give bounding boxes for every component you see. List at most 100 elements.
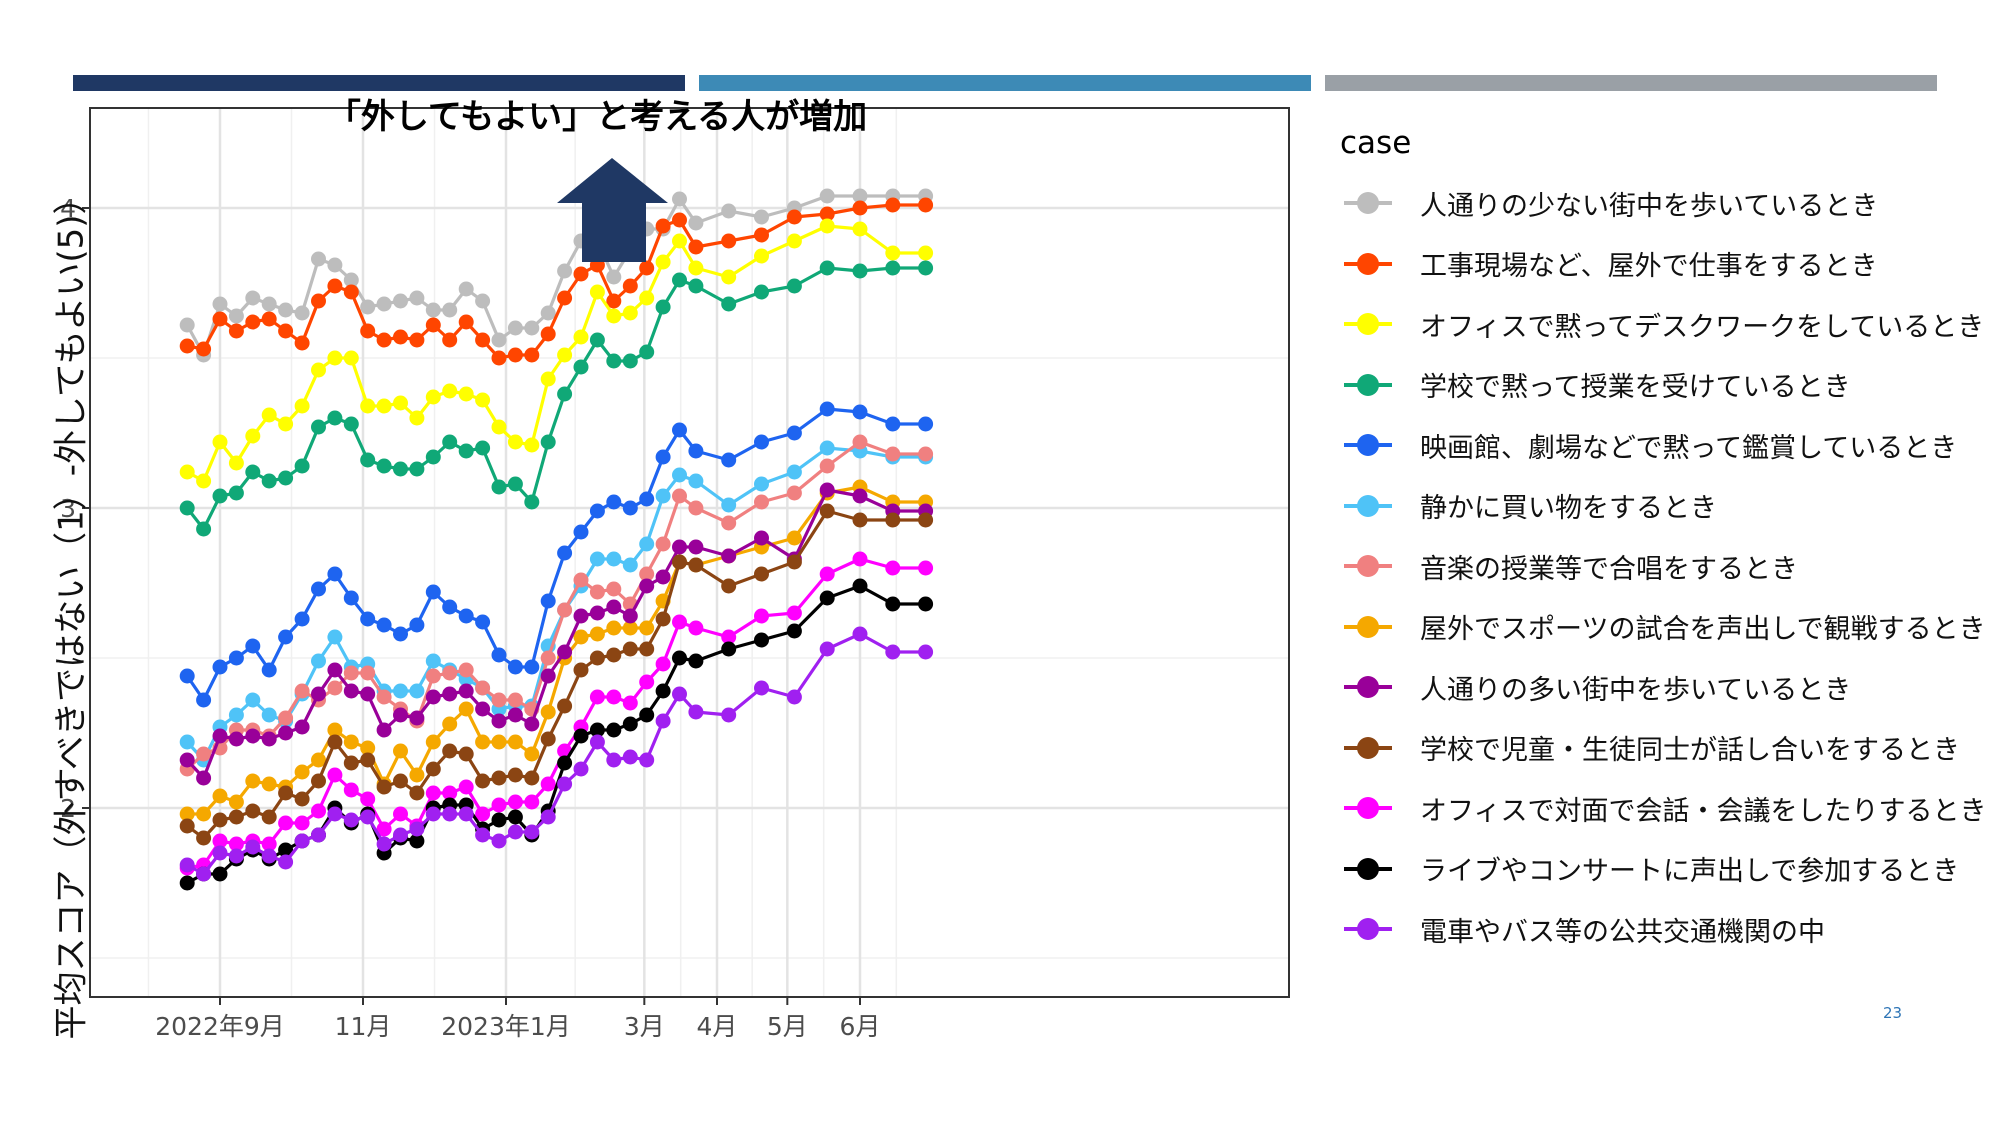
data-point	[573, 266, 589, 282]
data-point	[343, 350, 359, 366]
data-point	[918, 416, 934, 432]
data-point	[606, 581, 622, 597]
data-point	[196, 806, 212, 822]
data-point	[672, 554, 687, 570]
data-point	[393, 683, 408, 699]
data-point	[442, 434, 458, 450]
data-point	[754, 494, 769, 510]
legend-item: 音楽の授業等で合唱をするとき	[1340, 536, 1986, 597]
data-point	[524, 659, 540, 675]
data-point	[196, 866, 212, 882]
data-point	[721, 515, 737, 531]
data-point	[622, 305, 638, 321]
series-3	[179, 218, 934, 489]
data-point	[376, 689, 392, 705]
header-band-blue	[699, 75, 1311, 91]
data-point	[507, 734, 523, 750]
data-point	[376, 779, 392, 795]
data-point	[491, 419, 507, 435]
data-point	[622, 716, 638, 732]
series-2	[179, 197, 934, 366]
data-point	[573, 662, 589, 678]
data-point	[278, 323, 294, 339]
data-point	[688, 278, 704, 294]
data-point	[458, 386, 474, 402]
data-point	[343, 782, 359, 798]
data-point	[343, 812, 359, 828]
data-point	[294, 833, 310, 849]
data-point	[311, 362, 326, 378]
data-point	[311, 581, 326, 597]
series-4	[179, 260, 934, 537]
legend-key-icon	[1340, 249, 1396, 279]
data-point	[589, 551, 605, 567]
data-point	[589, 689, 605, 705]
data-point	[179, 500, 195, 516]
legend-title: case	[1340, 125, 1412, 161]
series-1	[179, 188, 934, 363]
data-point	[606, 494, 622, 510]
legend-item: ライブやコンサートに声出しで参加するとき	[1340, 839, 1986, 900]
data-point	[524, 437, 540, 453]
data-point	[606, 752, 622, 768]
data-point	[655, 683, 671, 699]
data-point	[672, 233, 687, 249]
data-point	[606, 647, 622, 663]
legend-item: 人通りの少ない街中を歩いているとき	[1340, 173, 1986, 234]
data-point	[885, 560, 901, 576]
data-point	[573, 359, 589, 375]
data-point	[425, 806, 441, 822]
data-point	[589, 332, 605, 348]
data-point	[606, 551, 622, 567]
data-point	[606, 308, 622, 324]
data-point	[442, 686, 458, 702]
data-point	[557, 263, 573, 279]
legend-key-icon	[1340, 733, 1396, 763]
y-tick-label: 4	[60, 194, 76, 223]
data-point	[622, 695, 638, 711]
data-point	[179, 818, 195, 834]
data-point	[852, 200, 868, 216]
data-point	[918, 197, 934, 213]
data-point	[245, 638, 261, 654]
x-tick-label: 5月	[767, 1012, 808, 1041]
data-point	[573, 608, 589, 624]
data-point	[278, 842, 294, 858]
data-point	[918, 644, 934, 660]
data-point	[589, 734, 605, 750]
data-point	[393, 329, 408, 345]
grid-minor	[90, 108, 1289, 997]
data-point	[507, 659, 523, 675]
legend-item: 屋外でスポーツの試合を声出しで観戦するとき	[1340, 597, 1986, 658]
data-point	[885, 197, 901, 213]
data-point	[721, 707, 737, 723]
data-point	[754, 284, 769, 300]
data-point	[425, 689, 441, 705]
data-point	[655, 488, 671, 504]
data-point	[852, 404, 868, 420]
data-point	[278, 725, 294, 741]
legend-label: 学校で児童・生徒同士が話し合いをするとき	[1420, 735, 1960, 767]
data-point	[261, 662, 277, 678]
data-point	[540, 593, 556, 609]
legend-label: オフィスで対面で会話・会議をしたりするとき	[1420, 795, 1987, 827]
data-point	[179, 317, 195, 333]
data-point	[409, 617, 425, 633]
data-point	[278, 854, 294, 870]
x-tick-label: 2022年9月	[155, 1012, 285, 1041]
data-point	[327, 350, 343, 366]
data-point	[491, 812, 507, 828]
data-point	[212, 728, 228, 744]
data-point	[918, 260, 934, 276]
data-point	[639, 491, 655, 507]
data-point	[393, 806, 408, 822]
data-point	[196, 830, 212, 846]
data-point	[885, 446, 901, 462]
data-point	[475, 827, 491, 843]
data-point	[622, 641, 638, 657]
data-point	[212, 833, 228, 849]
data-point	[196, 473, 212, 489]
data-point	[475, 680, 491, 696]
data-point	[754, 566, 769, 582]
legend-item: オフィスで対面で会話・会議をしたりするとき	[1340, 778, 1986, 839]
